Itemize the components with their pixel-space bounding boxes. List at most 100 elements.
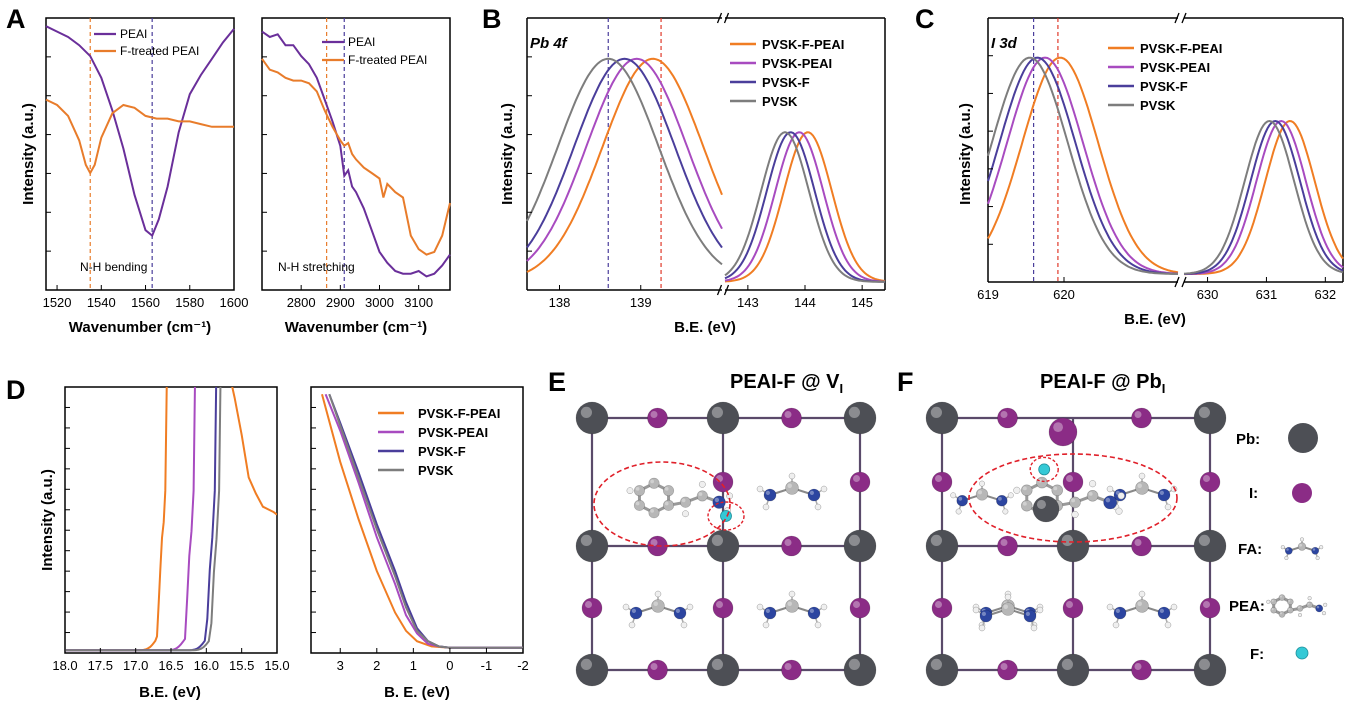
legend-label-pvsk-f-peai: PVSK-F-PEAI: [1140, 41, 1222, 56]
chart-d1-xlabel: B.E. (eV): [139, 684, 201, 701]
x-tick-label: 631: [1256, 287, 1278, 302]
i-atom: [1199, 597, 1221, 619]
c-atom-highlight: [787, 483, 792, 488]
chart-a1-xlabel: Wavenumber (cm⁻¹): [69, 319, 211, 336]
h-atom: [1307, 596, 1312, 601]
c-atom: [1135, 481, 1149, 495]
i-atom: [1199, 471, 1221, 493]
c-atom: [1297, 542, 1307, 551]
i-atom-highlight: [716, 601, 723, 608]
legend-label-pvsk: PVSK: [1140, 98, 1176, 113]
c-atom: [1036, 476, 1048, 489]
c-atom-highlight: [650, 479, 654, 484]
c-atom: [662, 485, 675, 497]
c-atom-highlight: [1053, 486, 1058, 491]
chart-a2-marks: [261, 18, 451, 290]
h-atom: [1299, 537, 1305, 542]
i-atom: [781, 659, 802, 681]
series-line-pvsk-peai: [65, 387, 196, 652]
panel-label-a: A: [6, 4, 26, 34]
c-atom: [785, 481, 799, 495]
i-atom-highlight: [784, 663, 792, 670]
h-atom: [814, 503, 822, 511]
chart-b-legend: PVSK-F-PEAI PVSK-PEAI PVSK-F PVSK: [730, 37, 844, 109]
n-atom-highlight: [1312, 548, 1316, 551]
c-atom: [651, 599, 665, 613]
pb-atom: [1193, 653, 1227, 687]
x-tick-label: 3100: [404, 295, 433, 310]
legend-label-pvsk-f: PVSK-F: [1140, 79, 1188, 94]
h-atom: [762, 503, 770, 511]
h-atom: [1323, 602, 1328, 607]
h-atom: [654, 590, 662, 598]
h-atom: [978, 624, 986, 632]
n-atom-highlight: [714, 497, 720, 503]
chart-d1-ticks: 18.0 17.5 17.0 16.5 16.0 15.5 15.0: [52, 406, 290, 673]
i-atom-highlight: [585, 601, 592, 608]
n-atom-highlight: [1286, 548, 1289, 551]
c-atom-highlight: [1022, 486, 1027, 491]
series-line-pvsk-f-peai: [526, 57, 723, 273]
pb-atom-highlight: [848, 534, 861, 547]
series-line-peai: [45, 25, 235, 238]
c-atom: [975, 488, 989, 501]
series-line-pvsk: [1183, 119, 1344, 275]
chart-b: 138 139 143 144 145 Pb 4f PVSK-F-PEAI PVSK-PE…: [499, 12, 886, 336]
x-tick-label: 3000: [365, 295, 394, 310]
series-line-pvsk-f-peai: [1184, 119, 1344, 276]
pb-atom: [843, 653, 877, 687]
legend-label-pvsk-peai: PVSK-PEAI: [762, 56, 832, 71]
x-tick-label: -2: [517, 658, 529, 673]
x-tick-label: 1520: [43, 295, 72, 310]
i-atom-highlight: [650, 411, 658, 418]
c-atom-highlight: [635, 486, 640, 491]
h-atom: [1071, 510, 1079, 519]
series-line-pvsk: [328, 393, 523, 649]
chart-a2-frame: [261, 17, 451, 291]
n-atom: [1103, 495, 1118, 510]
defect-highlight: [968, 453, 1178, 543]
h-atom: [682, 510, 689, 518]
pb-atom-highlight: [580, 534, 593, 547]
n-atom-highlight: [1159, 490, 1164, 495]
c-atom-highlight: [698, 492, 703, 496]
h-atom: [979, 480, 985, 487]
n-atom: [956, 495, 968, 507]
c-atom-highlight: [653, 601, 658, 606]
x-tick-label: 15.0: [264, 658, 289, 673]
pb-atom: [1032, 495, 1060, 523]
c-atom: [648, 507, 660, 519]
pb-atom: [1193, 401, 1227, 435]
c-atom-highlight: [1003, 604, 1008, 609]
n-atom-highlight: [981, 611, 987, 617]
chart-c-title: I 3d: [991, 35, 1018, 52]
h-atom: [626, 487, 634, 495]
h-atom: [788, 590, 796, 598]
n-atom: [1311, 546, 1320, 555]
n-atom-highlight: [1115, 608, 1120, 614]
i-atom-highlight: [1066, 601, 1073, 608]
h-atom: [1170, 603, 1178, 611]
i-atom-highlight: [1134, 663, 1142, 670]
chart-d1: 18.0 17.5 17.0 16.5 16.0 15.5 15.0 Intensity (…: [39, 386, 290, 701]
series-line-pvsk-f: [1184, 119, 1344, 275]
pb-atom: [575, 653, 609, 687]
legend-label-pvsk-f: PVSK-F: [418, 444, 466, 459]
chart-a2: 2800 2900 3000 3100 N-H stretching PEAI F-t…: [261, 17, 451, 336]
chart-a1-ticks: 1520 1540 1560 1580 1600: [43, 56, 248, 310]
chart-b-xlabel: B.E. (eV): [674, 319, 736, 336]
c-atom: [1270, 606, 1277, 614]
chart-a1: 1520 1540 1560 1580 1600 N-H bending PEAI F-…: [20, 17, 248, 336]
c-atom: [1278, 611, 1286, 618]
chart-c: 619 620 630 631 632 I 3d PVSK-F-PEAI PVSK-PEA…: [957, 12, 1344, 328]
chart-c-legend: PVSK-F-PEAI PVSK-PEAI PVSK-F PVSK: [1108, 41, 1222, 113]
structure-e-lattice: [575, 401, 877, 687]
h-atom: [680, 621, 688, 629]
n-atom: [807, 488, 821, 502]
h-atom: [788, 472, 796, 480]
c-atom: [648, 477, 660, 489]
pb-atom-highlight: [930, 658, 943, 671]
h-atom: [1112, 621, 1120, 629]
c-atom-highlight: [635, 501, 640, 506]
x-tick-label: 620: [1053, 287, 1075, 302]
